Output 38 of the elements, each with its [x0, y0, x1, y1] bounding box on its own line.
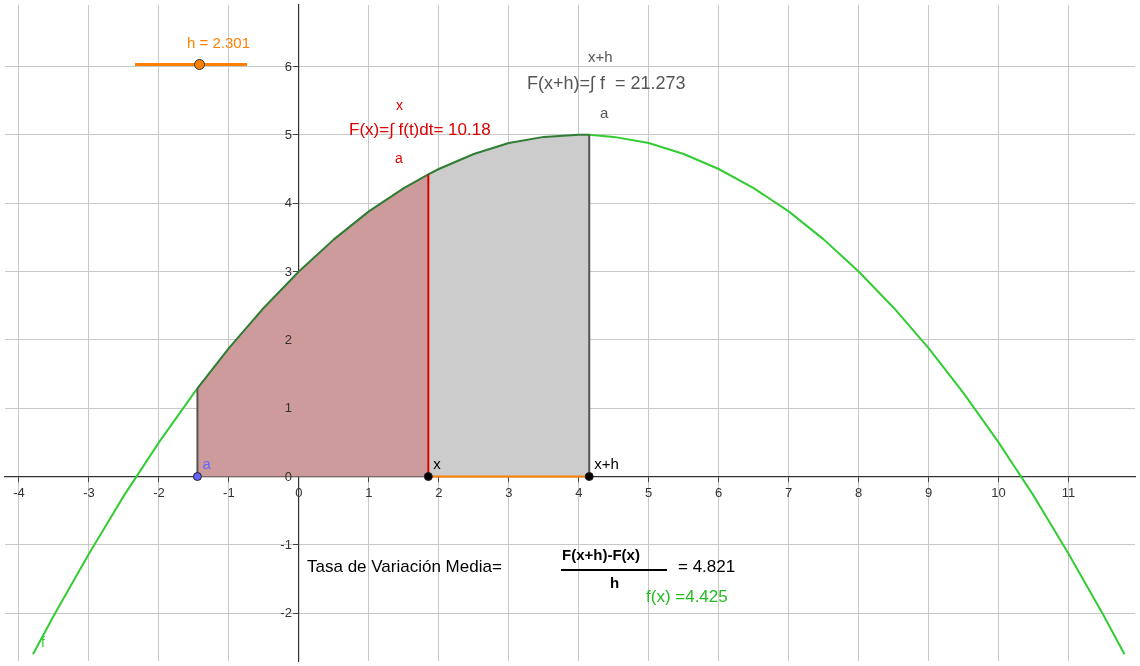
annotation: x+h: [594, 454, 619, 472]
annotation: x: [433, 454, 441, 472]
x-tick-label: 10: [991, 484, 1006, 500]
annotation: = 4.821: [678, 557, 736, 577]
x-tick-label: 1: [365, 484, 373, 500]
x-tick-label: -4: [13, 484, 25, 500]
x-tick-label: 2: [435, 484, 443, 500]
annotation: a: [395, 150, 403, 166]
annotation: F(x+h)=∫ f = 21.273: [527, 73, 686, 94]
y-tick-label: 2: [284, 331, 292, 348]
annotation: F(x)=∫ f(t)dt= 10.18: [349, 120, 491, 140]
y-tick-label: -2: [280, 605, 292, 622]
x-tick-label: 4: [575, 484, 583, 500]
annotation: f(x) =4.425: [646, 587, 728, 607]
x-tick-label: 8: [855, 484, 863, 500]
annotation: x+h: [588, 48, 613, 65]
x-tick-label: 7: [785, 484, 793, 500]
x-tick-label: -3: [83, 484, 95, 500]
y-tick-label: -1: [280, 536, 292, 553]
x-tick-label: -2: [153, 484, 165, 500]
annotation: h: [610, 574, 620, 591]
x-tick-label: 9: [924, 484, 933, 500]
x-tick-label: 5: [645, 484, 653, 500]
annotation: h = 2.301: [187, 34, 250, 51]
annotation: F(x+h)-F(x): [562, 546, 640, 563]
annotation: x: [396, 97, 403, 113]
annotation: a: [600, 104, 609, 121]
x-tick-label: 11: [1061, 484, 1076, 500]
y-tick-label: 3: [284, 263, 292, 280]
annotation: Tasa de Variación Media=: [307, 557, 502, 577]
y-tick-label: 5: [284, 126, 292, 143]
x-tick-label: -1: [223, 484, 235, 500]
y-tick-label: 1: [284, 400, 292, 417]
x-tick-label: 6: [715, 484, 723, 500]
y-tick-label: 4: [284, 195, 292, 212]
y-tick-label: 6: [284, 58, 292, 75]
x-tick-label: 3: [505, 484, 513, 500]
annotation: a: [202, 454, 211, 472]
